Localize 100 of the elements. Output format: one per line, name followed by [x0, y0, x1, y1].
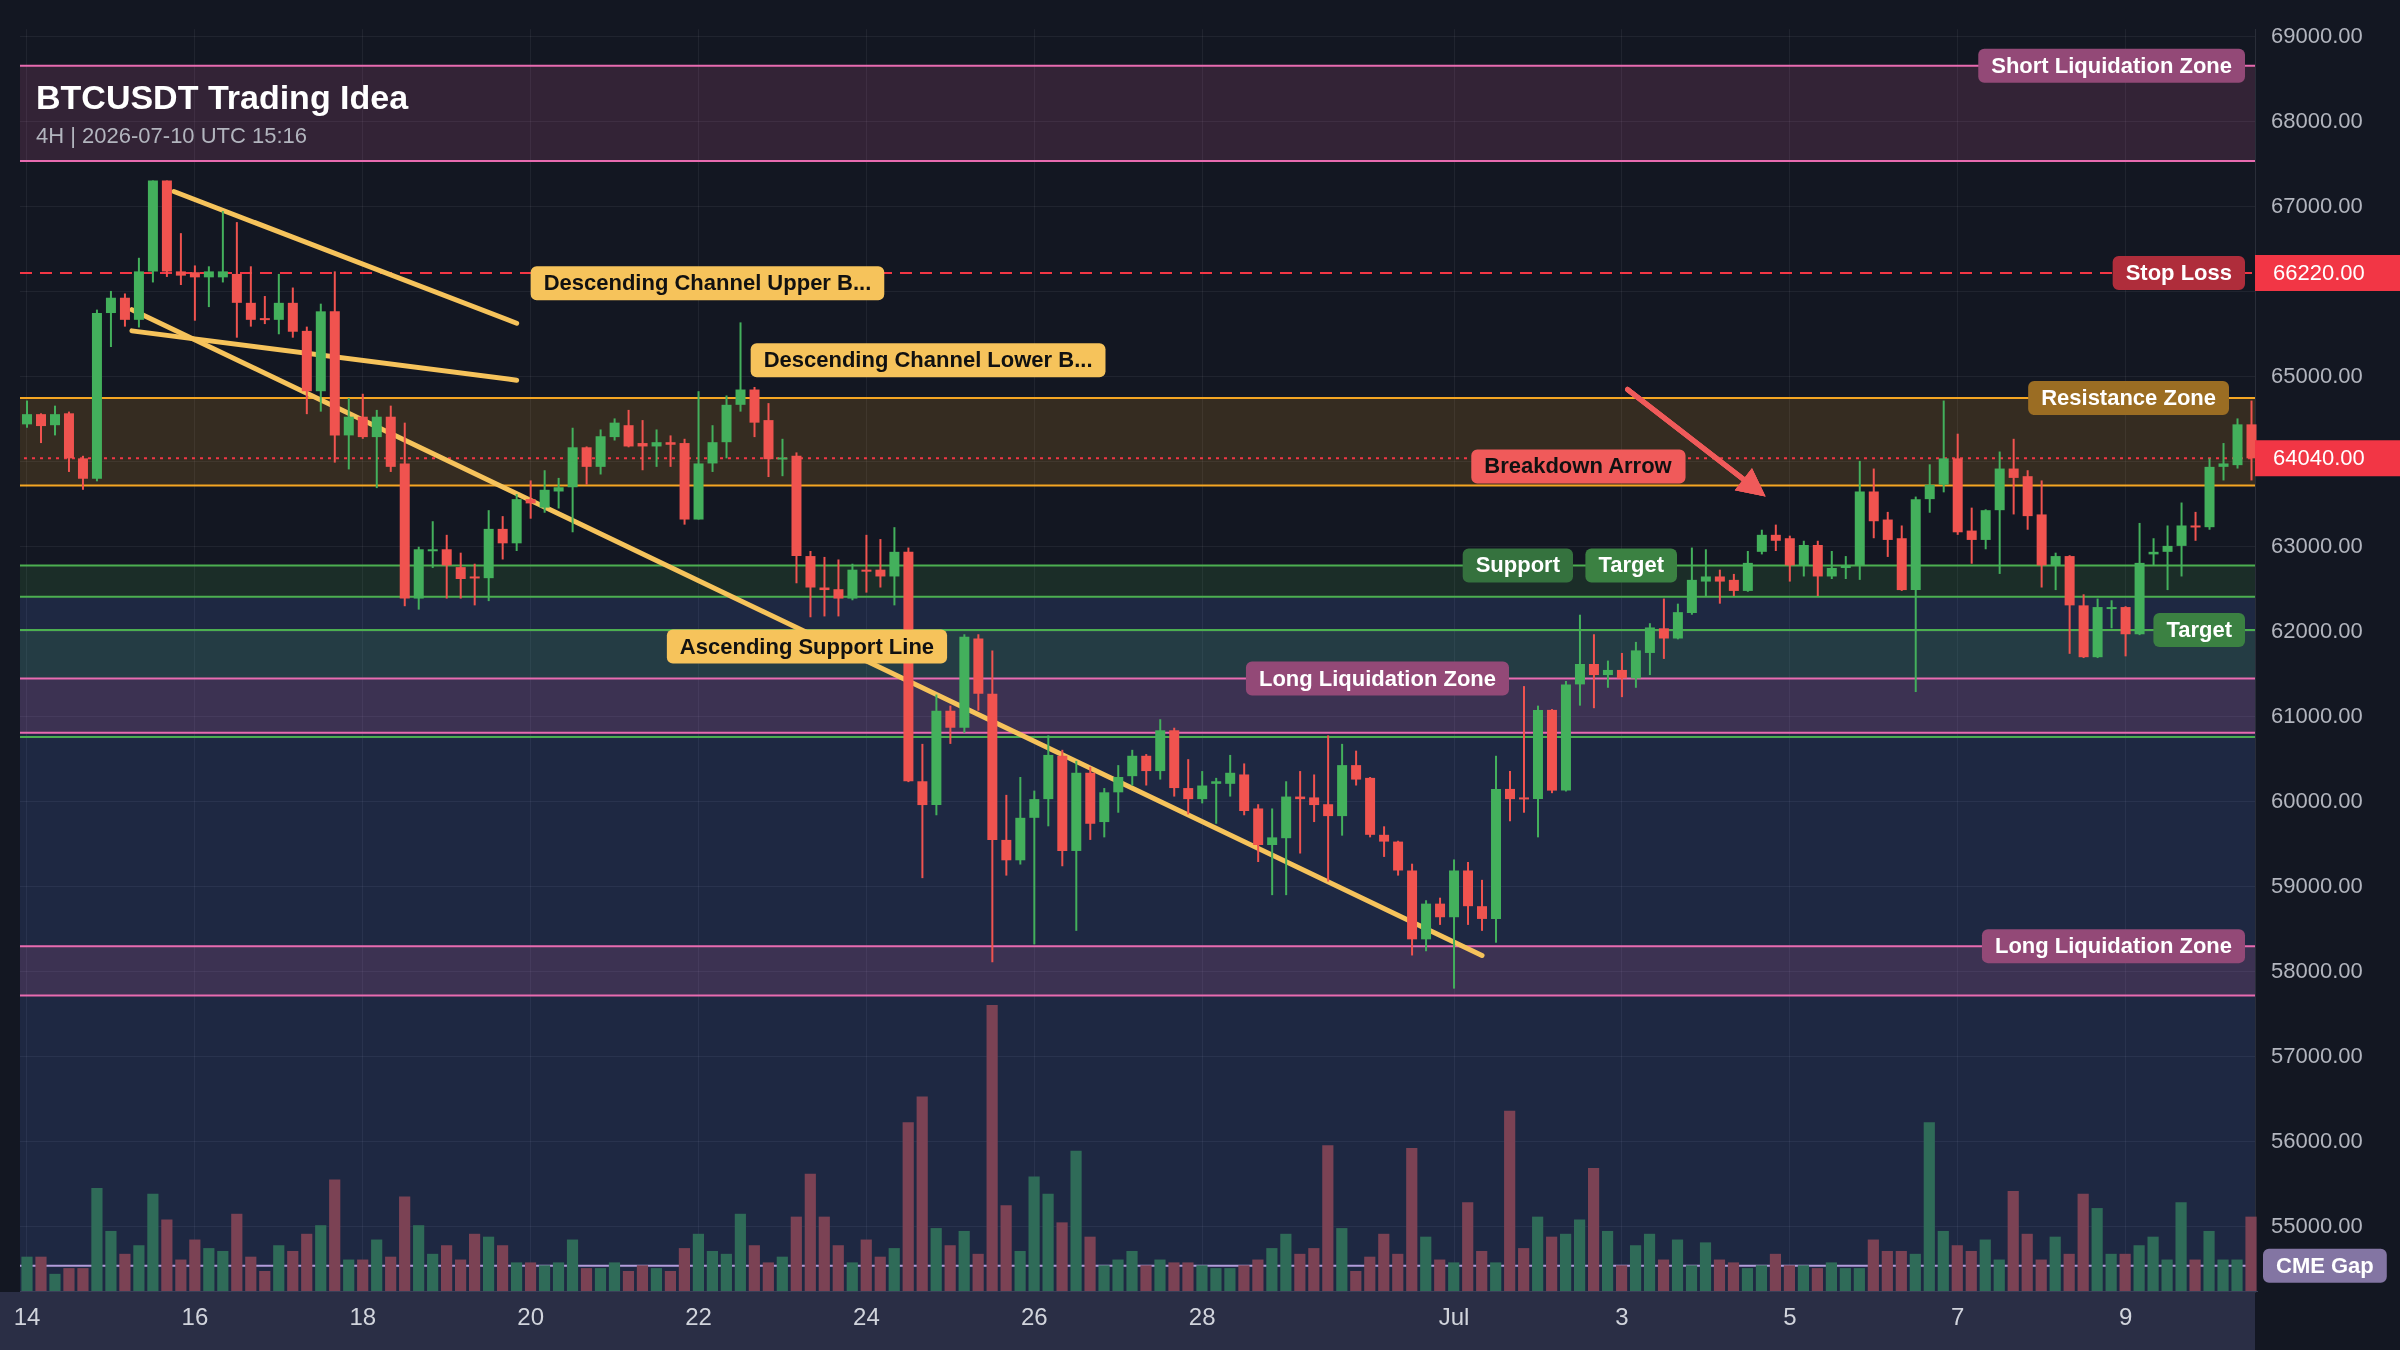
bar: [2217, 1259, 2229, 1291]
bar: [1657, 1259, 1670, 1291]
bar: [385, 1256, 397, 1291]
bar: [1490, 1262, 1502, 1291]
bar: [1755, 1265, 1768, 1291]
bar: [2203, 1230, 2215, 1291]
bar: [161, 1219, 173, 1291]
bar: [1056, 1222, 1068, 1291]
bar: [315, 1225, 327, 1291]
bar: [1098, 1265, 1110, 1291]
candlestick: [651, 428, 662, 468]
y-tick-label: 68000.00: [2271, 107, 2363, 133]
y-tick-label: 61000.00: [2271, 702, 2363, 728]
candlestick: [455, 551, 466, 600]
bar: [1042, 1193, 1054, 1291]
bar: [1518, 1248, 1530, 1291]
candlestick: [1616, 651, 1627, 699]
candlestick: [77, 454, 88, 491]
text: 64040.00: [2273, 445, 2365, 471]
bar: [622, 1270, 635, 1291]
candlestick: [581, 445, 592, 486]
band-label: Short Liquidation Zone: [1991, 52, 2233, 78]
candlestick: [1505, 770, 1515, 823]
bar: [1224, 1268, 1236, 1291]
bar: [2133, 1245, 2145, 1291]
bar: [1070, 1150, 1082, 1291]
bar: [1965, 1250, 1977, 1291]
y-tick-label: 65000.00: [2271, 362, 2363, 388]
bar: [524, 1262, 537, 1291]
candlestick: [469, 562, 480, 607]
bar: [650, 1268, 663, 1291]
x-tick-label: 24: [853, 1303, 880, 1331]
candlestick: [861, 533, 872, 594]
series-label: Ascending Support Line: [679, 633, 935, 659]
bar: [91, 1188, 103, 1291]
bar: [804, 1173, 816, 1291]
bar: [636, 1265, 649, 1291]
candlestick: [539, 469, 550, 514]
candlestick: [1658, 597, 1669, 660]
bar: [692, 1233, 704, 1291]
bar: [1126, 1250, 1138, 1291]
bar: [2119, 1253, 2131, 1291]
bar: [552, 1262, 565, 1291]
bar: [1476, 1250, 1488, 1291]
bar: [1280, 1233, 1292, 1291]
y-tick-label: 63000.00: [2271, 532, 2363, 558]
bar: [1811, 1268, 1823, 1291]
candlestick: [1770, 523, 1781, 552]
candlestick: [1113, 764, 1124, 814]
bar: [860, 1239, 872, 1291]
candlestick: [1714, 568, 1725, 605]
ref-line-label: Target: [2166, 617, 2233, 643]
ref-line-label: Target: [1598, 552, 1665, 578]
bar: [1643, 1233, 1656, 1291]
candlestick: [777, 437, 788, 478]
bar: [580, 1268, 593, 1291]
annotation: Breakdown Arrow: [1484, 453, 1673, 479]
candlestick: [35, 412, 46, 445]
candlestick: [441, 533, 452, 600]
bar: [1546, 1236, 1558, 1291]
bar: [1168, 1262, 1180, 1291]
bar: [1196, 1265, 1208, 1291]
candlestick: [2218, 442, 2229, 482]
bar: [1112, 1259, 1124, 1291]
candlestick: [735, 321, 746, 413]
bar: [1266, 1248, 1278, 1291]
bar: [1084, 1236, 1096, 1291]
candlestick: [609, 417, 620, 442]
x-tick-label: 14: [13, 1303, 41, 1331]
candlestick: [1211, 776, 1222, 825]
candlestick: [273, 272, 284, 336]
text: BTCUSDT Trading Idea: [36, 78, 410, 117]
candlestick: [1225, 753, 1236, 798]
candlestick: [1309, 773, 1320, 824]
bar: [1839, 1268, 1851, 1291]
bar: [175, 1259, 187, 1291]
bar: [944, 1245, 956, 1291]
x-tick-label: 7: [1951, 1303, 1965, 1331]
bar: [49, 1273, 61, 1291]
bar: [1825, 1262, 1837, 1291]
bar: [1727, 1262, 1740, 1291]
candlestick: [371, 408, 382, 490]
bar: [2105, 1253, 2117, 1291]
candlestick: [217, 210, 228, 284]
candlestick: [525, 479, 536, 520]
bar: [1182, 1262, 1194, 1291]
bar: [664, 1270, 677, 1291]
y-tick-label: 67000.00: [2271, 192, 2363, 218]
candlestick: [917, 742, 928, 880]
bar: [1322, 1145, 1334, 1291]
bar: [1979, 1239, 1991, 1291]
candlestick: [1267, 807, 1278, 897]
bar: [147, 1193, 159, 1291]
candlestick: [245, 265, 256, 328]
bar: [2161, 1259, 2173, 1291]
candlestick: [1518, 685, 1529, 814]
candlestick: [259, 295, 270, 326]
bar: [538, 1265, 551, 1291]
bar: [357, 1259, 369, 1291]
bar: [1671, 1239, 1684, 1291]
